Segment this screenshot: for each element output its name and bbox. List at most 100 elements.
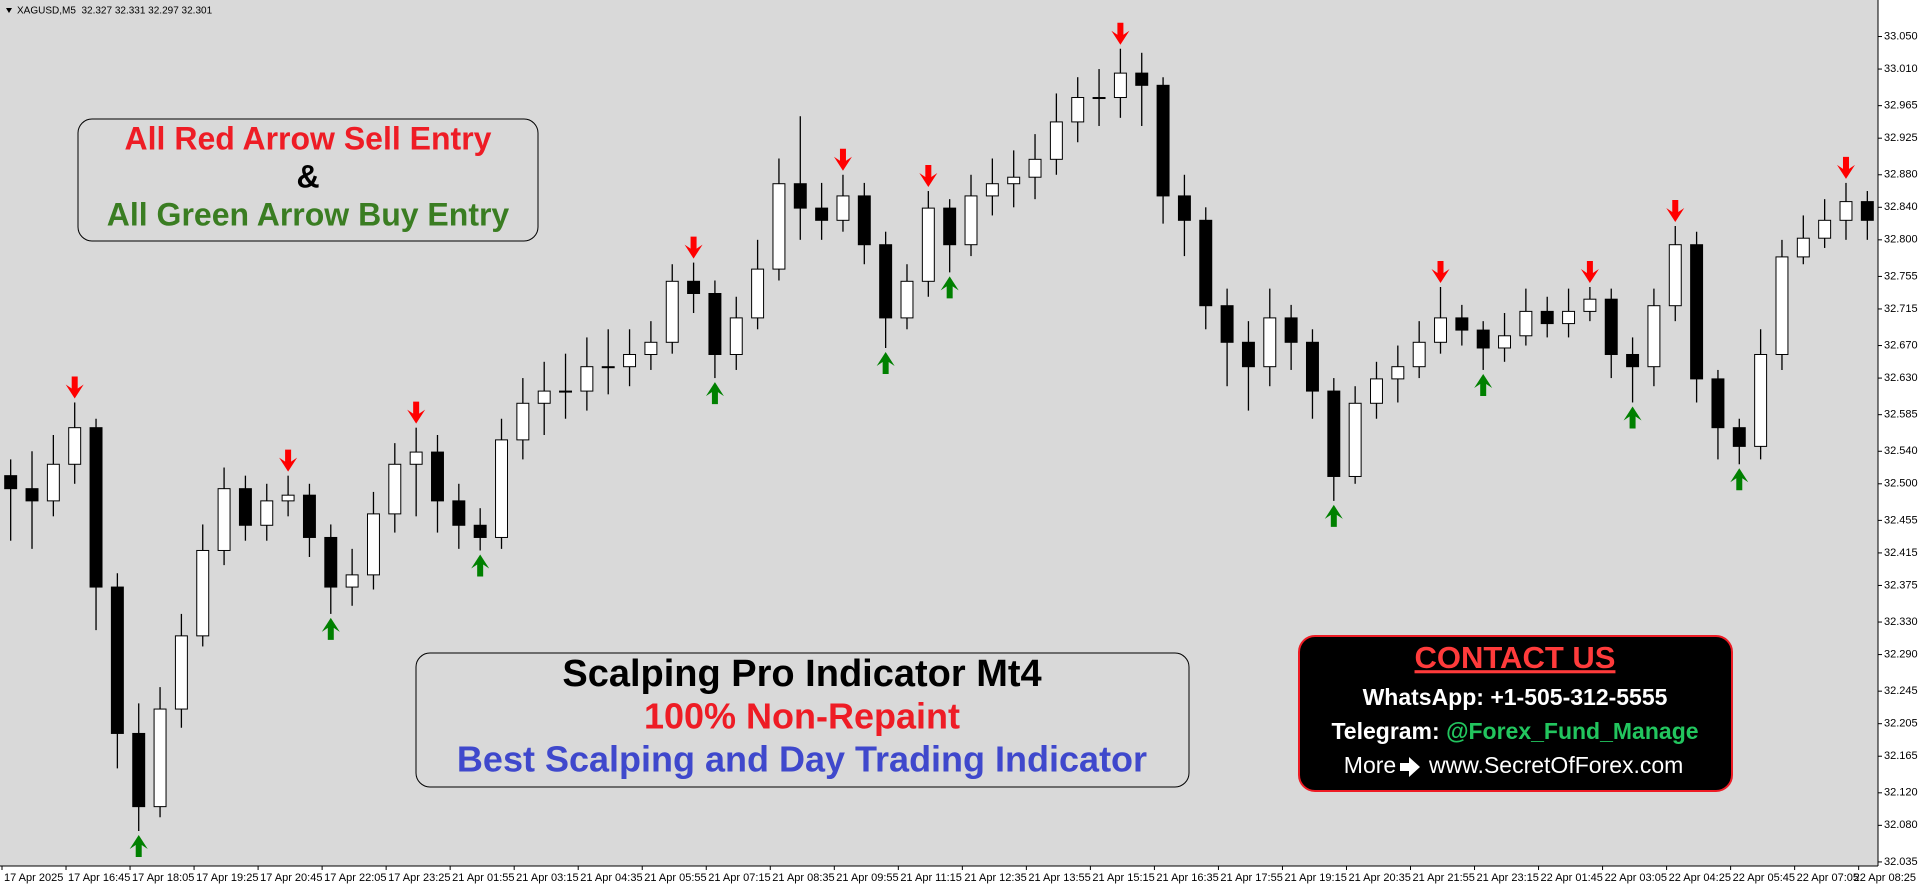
sell-arrow — [407, 401, 426, 424]
buy-arrow — [876, 351, 895, 374]
y-tick-label: 32.415 — [1884, 547, 1918, 559]
candle-body — [1860, 201, 1874, 221]
candle-body — [1626, 353, 1640, 368]
candle-body — [729, 317, 743, 355]
x-tick-label: 22 Apr 07:05 — [1797, 872, 1859, 884]
candle-body — [1455, 317, 1469, 331]
promo-subtitle: 100% Non-Repaint — [644, 696, 960, 737]
y-tick-label: 32.500 — [1884, 478, 1918, 490]
x-tick-label: 22 Apr 01:45 — [1541, 872, 1603, 884]
candle-body — [1668, 244, 1682, 307]
x-tick-label: 22 Apr 03:05 — [1605, 872, 1667, 884]
x-tick-label: 21 Apr 09:55 — [836, 872, 898, 884]
candle-body — [900, 280, 914, 319]
x-tick-label: 21 Apr 04:35 — [580, 872, 642, 884]
candle-body — [324, 536, 338, 588]
candle-body — [1028, 158, 1042, 178]
candle-body — [1498, 335, 1512, 349]
y-tick-label: 32.925 — [1884, 132, 1918, 144]
x-tick-label: 21 Apr 05:55 — [644, 872, 706, 884]
x-tick-label: 21 Apr 11:15 — [900, 872, 962, 884]
x-tick-label: 17 Apr 19:25 — [196, 872, 258, 884]
candle-body — [495, 439, 508, 538]
candle-body — [1092, 97, 1106, 100]
candle-body — [772, 183, 786, 270]
x-tick-label: 21 Apr 15:15 — [1092, 872, 1154, 884]
y-tick-label: 32.080 — [1884, 819, 1918, 831]
x-tick-label: 22 Apr 05:45 — [1733, 872, 1795, 884]
candle-body — [4, 475, 18, 490]
buy-arrow — [471, 554, 490, 577]
y-tick-label: 32.840 — [1884, 201, 1918, 213]
sell-arrow — [1836, 156, 1855, 179]
buy-arrow — [129, 835, 148, 858]
x-tick-label: 21 Apr 19:15 — [1284, 872, 1346, 884]
chart-header: XAGUSD,M5 32.327 32.331 32.297 32.301 — [17, 6, 213, 17]
candle-body — [217, 488, 231, 551]
sell-arrow — [833, 148, 852, 171]
y-tick-label: 33.010 — [1884, 63, 1918, 75]
candle-body — [1754, 353, 1768, 447]
candle-body — [857, 195, 871, 246]
candle-body — [1007, 176, 1021, 185]
candle-body — [1711, 378, 1725, 429]
candles — [4, 22, 1874, 858]
promo-box: Scalping Pro Indicator Mt4 100% Non-Repa… — [415, 652, 1190, 788]
candle-body — [708, 293, 722, 355]
x-tick-label: 21 Apr 13:55 — [1028, 872, 1090, 884]
x-tick-label: 17 Apr 2025 — [4, 872, 63, 884]
y-tick-label: 32.330 — [1884, 616, 1918, 628]
candle-body — [815, 207, 829, 221]
contact-whatsapp[interactable]: WhatsApp: +1-505-312-5555 — [1363, 684, 1668, 710]
candle-body — [302, 494, 316, 538]
candle-body — [687, 280, 701, 295]
y-tick-label: 32.880 — [1884, 169, 1918, 181]
candle-body — [964, 195, 978, 246]
candle-body — [836, 195, 850, 221]
candle-body — [985, 183, 999, 197]
buy-arrow — [321, 617, 340, 640]
candle-body — [1348, 402, 1362, 477]
sell-arrow — [1431, 260, 1450, 283]
candle-body — [1775, 256, 1789, 355]
candle-body — [110, 586, 124, 734]
candle-body — [1113, 72, 1127, 99]
sell-arrow — [1111, 22, 1130, 45]
candle-body — [751, 268, 765, 319]
candle-body — [196, 549, 210, 637]
candle-body — [879, 244, 893, 319]
x-tick-label: 21 Apr 08:35 — [772, 872, 834, 884]
candle-body — [1370, 378, 1383, 404]
and-note: & — [296, 158, 319, 194]
candle-body — [559, 390, 573, 393]
sell-arrow — [1580, 260, 1599, 283]
candle-body — [1412, 341, 1426, 368]
entry-box-frame — [77, 118, 539, 242]
y-tick-label: 32.540 — [1884, 445, 1918, 457]
candle-body — [431, 451, 444, 502]
y-tick-label: 32.755 — [1884, 270, 1918, 282]
candle-body — [1519, 310, 1533, 337]
candle-body — [1604, 298, 1618, 355]
contact-telegram: Telegram: @Forex_Fund_Manage — [1331, 718, 1698, 744]
candle-body — [345, 574, 359, 588]
candle-body — [1562, 310, 1576, 325]
candle-body — [238, 488, 252, 526]
x-tick-label: 21 Apr 16:35 — [1156, 872, 1218, 884]
contact-box: CONTACT US WhatsApp: +1-505-312-5555 Tel… — [1298, 635, 1733, 792]
y-tick-label: 32.630 — [1884, 372, 1918, 384]
telegram-handle[interactable]: @Forex_Fund_Manage — [1446, 718, 1698, 744]
y-tick-label: 32.965 — [1884, 100, 1918, 112]
buy-arrow — [1474, 373, 1493, 396]
candle-body — [46, 463, 60, 502]
y-tick-label: 32.715 — [1884, 303, 1918, 315]
x-tick-label: 17 Apr 16:45 — [68, 872, 130, 884]
candle-body — [537, 390, 551, 404]
candle-body — [1305, 341, 1319, 392]
x-tick-label: 21 Apr 21:55 — [1413, 872, 1475, 884]
candle-body — [1220, 305, 1234, 343]
website-link[interactable]: www.SecretOfForex.com — [1428, 752, 1683, 778]
candle-body — [793, 183, 807, 209]
candle-body — [1647, 305, 1661, 368]
candle-body — [1732, 427, 1746, 447]
